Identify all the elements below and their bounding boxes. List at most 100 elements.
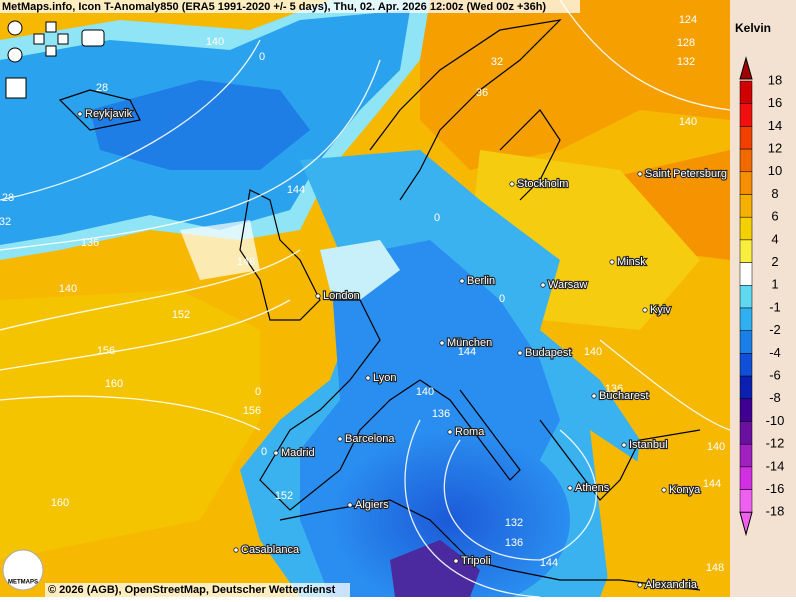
- city-label: Tripoli: [461, 555, 491, 567]
- city-label: Bucharest: [599, 390, 649, 402]
- city-label: Istanbul: [629, 439, 668, 451]
- city-label: Warsaw: [548, 279, 587, 291]
- contour-label: 0: [499, 293, 505, 305]
- legend-swatch: [739, 103, 753, 127]
- legend-label: 2: [771, 254, 778, 269]
- city-dot: [509, 181, 515, 187]
- contour-label: 136: [605, 383, 623, 395]
- city-dot: [337, 436, 343, 442]
- zoom-out[interactable]: [7, 47, 23, 63]
- legend-label: 10: [768, 163, 782, 178]
- map: [0, 0, 731, 602]
- contour-label: 148: [706, 562, 724, 574]
- legend-label: 4: [771, 231, 778, 246]
- zoom-in[interactable]: [7, 20, 23, 36]
- legend-arrow-bottom: [739, 511, 753, 537]
- logo-badge: [2, 549, 44, 591]
- contour-labels: 140 124 128 132 140 36 32 28 28 32 136 140 144 148 152…: [0, 14, 725, 574]
- city-dot: [637, 582, 643, 588]
- legend-label: 6: [771, 209, 778, 224]
- city-dot: [439, 340, 445, 346]
- city-dot: [567, 485, 573, 491]
- contour-label: 0: [261, 446, 267, 458]
- contour-label: 144: [540, 557, 558, 569]
- contour-label: 140: [59, 283, 77, 295]
- legend-label: 14: [768, 118, 782, 133]
- legend-swatch: [739, 443, 753, 468]
- screenshot[interactable]: [81, 29, 105, 47]
- legend-swatch: [739, 216, 753, 241]
- city-dot: [453, 558, 459, 564]
- contour-label: 132: [677, 56, 695, 68]
- city-dot: [609, 259, 615, 265]
- city-dot: [540, 282, 546, 288]
- city-label: Casablanca: [241, 544, 300, 556]
- legend-label: -4: [769, 345, 781, 360]
- fullscreen[interactable]: [5, 77, 27, 99]
- legend-label: 1: [771, 277, 778, 292]
- city-dot: [459, 278, 465, 284]
- map-controls[interactable]: [5, 20, 105, 99]
- city-label: Berlin: [467, 275, 495, 287]
- city-label: Reykjavik: [85, 108, 133, 120]
- pan-left[interactable]: [33, 33, 45, 45]
- legend-label: -12: [766, 436, 785, 451]
- contour-label: 0: [259, 51, 265, 63]
- legend-label: 16: [768, 95, 782, 110]
- legend-label: -10: [766, 413, 785, 428]
- city-label: London: [323, 290, 360, 302]
- credit-bg: [45, 583, 350, 597]
- city-dot: [642, 307, 648, 313]
- legend-swatch: [739, 126, 753, 150]
- legend-swatch: [739, 489, 753, 513]
- legend-label: -8: [769, 390, 781, 405]
- city-label: Alexandria: [645, 579, 698, 591]
- legend-swatch: [739, 194, 753, 218]
- contour-label: 32: [0, 216, 11, 228]
- legend-swatch: [739, 148, 753, 173]
- city-dot: [315, 293, 321, 299]
- title: MetMaps.info, Icon T-Anomaly850 (ERA5 19…: [2, 1, 546, 13]
- legend-arrow-top: [739, 56, 753, 80]
- city-label: Budapest: [525, 347, 571, 359]
- pan-up[interactable]: [45, 21, 57, 33]
- contour-label: 144: [287, 184, 305, 196]
- legend-swatch: [739, 171, 753, 195]
- city-dot: [347, 502, 353, 508]
- contour-label: 156: [243, 405, 261, 417]
- credit: © 2026 (AGB), OpenStreetMap, Deutscher W…: [48, 584, 336, 596]
- city-label: Lyon: [373, 372, 396, 384]
- contour-label: 144: [703, 478, 721, 490]
- legend-label: 8: [771, 186, 778, 201]
- legend-swatch: [739, 466, 753, 490]
- logo: METMAPS: [8, 580, 38, 586]
- contour-label: 128: [677, 37, 695, 49]
- contour-label: 32: [491, 56, 503, 68]
- legend-swatch: [739, 285, 753, 309]
- legend-label: -2: [769, 322, 781, 337]
- legend-swatch: [739, 353, 753, 377]
- legend-swatch: [739, 262, 753, 286]
- legend-swatch: [739, 375, 753, 400]
- city-dot: [447, 429, 453, 435]
- pan-down[interactable]: [45, 45, 57, 57]
- legend-swatch: [739, 330, 753, 354]
- city-dot: [517, 350, 523, 356]
- city-label: Algiers: [355, 499, 389, 511]
- contour-label: 140: [206, 36, 224, 48]
- legend-label: 18: [768, 72, 782, 87]
- contour-label: 0: [255, 386, 261, 398]
- contour-label: 140: [584, 346, 602, 358]
- legend-swatch: [739, 307, 753, 331]
- contour-label: 152: [275, 490, 293, 502]
- contour-label: 152: [172, 309, 190, 321]
- legend-label: -6: [769, 368, 781, 383]
- city-label: Madrid: [281, 447, 315, 459]
- contour-label: 36: [476, 87, 488, 99]
- title-bg: [0, 0, 580, 13]
- contour-label: 144: [458, 346, 476, 358]
- legend-swatch: [739, 239, 753, 263]
- pan-right[interactable]: [57, 33, 69, 45]
- contour-label: 132: [505, 517, 523, 529]
